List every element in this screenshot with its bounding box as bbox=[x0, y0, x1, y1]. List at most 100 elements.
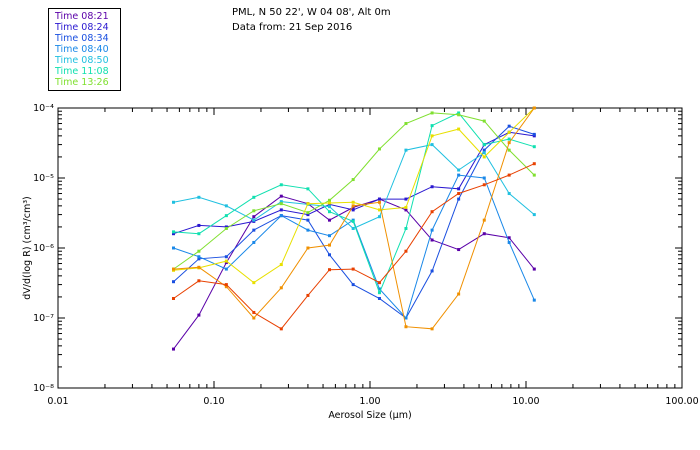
data-point bbox=[507, 148, 511, 152]
series bbox=[171, 194, 536, 351]
chart-header: PML, N 50 22', W 04 08', Alt 0m Data fro… bbox=[232, 5, 391, 35]
data-point bbox=[430, 269, 434, 273]
x-tick-label: 100.00 bbox=[665, 396, 698, 407]
data-point bbox=[327, 268, 331, 272]
data-point bbox=[224, 259, 228, 263]
data-point bbox=[279, 202, 283, 206]
data-point bbox=[457, 248, 461, 252]
data-point bbox=[306, 228, 310, 232]
data-point bbox=[404, 325, 408, 329]
data-point bbox=[377, 296, 381, 300]
data-point bbox=[306, 293, 310, 297]
data-point bbox=[252, 228, 256, 232]
y-tick-label: 10⁻⁸ bbox=[33, 383, 54, 394]
data-point bbox=[532, 162, 536, 166]
data-point bbox=[507, 137, 511, 141]
data-point bbox=[306, 246, 310, 250]
data-point bbox=[171, 296, 175, 300]
data-point bbox=[252, 316, 256, 320]
series-line bbox=[173, 112, 535, 270]
data-point bbox=[306, 213, 310, 217]
data-point bbox=[507, 240, 511, 244]
x-axis-label: Aerosol Size (μm) bbox=[328, 410, 411, 421]
series bbox=[171, 111, 536, 271]
data-point bbox=[482, 119, 486, 123]
data-point bbox=[279, 208, 283, 212]
data-point bbox=[482, 143, 486, 147]
data-point bbox=[430, 111, 434, 115]
data-point bbox=[197, 313, 201, 317]
data-point bbox=[327, 198, 331, 202]
data-point bbox=[351, 283, 355, 287]
legend-entry: Time 13:26 bbox=[55, 77, 109, 88]
data-point bbox=[279, 200, 283, 204]
data-point bbox=[404, 197, 408, 201]
data-point bbox=[507, 236, 511, 240]
data-point bbox=[457, 168, 461, 172]
data-point bbox=[457, 192, 461, 196]
data-point bbox=[507, 130, 511, 134]
series-line bbox=[173, 163, 535, 330]
series-layer bbox=[171, 106, 536, 351]
data-point bbox=[279, 183, 283, 187]
data-point bbox=[224, 204, 228, 208]
series-line bbox=[173, 131, 535, 235]
data-point bbox=[197, 223, 201, 227]
legend-entry: Time 08:34 bbox=[55, 33, 109, 44]
data-point bbox=[457, 127, 461, 131]
data-point bbox=[377, 281, 381, 285]
legend-entry: Time 08:24 bbox=[55, 22, 109, 33]
data-point bbox=[404, 316, 408, 320]
y-tick-label: 10⁻⁷ bbox=[33, 313, 54, 324]
data-point bbox=[252, 240, 256, 244]
y-tick-label: 10⁻⁵ bbox=[33, 173, 54, 184]
x-tick-label: 1.00 bbox=[359, 396, 380, 407]
data-point bbox=[482, 232, 486, 236]
data-point bbox=[197, 195, 201, 199]
data-point bbox=[197, 265, 201, 269]
data-point bbox=[351, 204, 355, 208]
data-point bbox=[430, 228, 434, 232]
data-point bbox=[430, 185, 434, 189]
x-tick-label: 10.00 bbox=[512, 396, 539, 407]
series-line bbox=[173, 107, 535, 330]
data-point bbox=[224, 283, 228, 287]
data-point bbox=[306, 202, 310, 206]
data-point bbox=[532, 132, 536, 136]
data-point bbox=[171, 267, 175, 271]
data-point bbox=[351, 267, 355, 271]
data-point bbox=[351, 208, 355, 212]
data-point bbox=[327, 243, 331, 247]
data-point bbox=[252, 218, 256, 222]
data-point bbox=[224, 285, 228, 289]
data-point bbox=[457, 292, 461, 296]
data-point bbox=[404, 205, 408, 209]
data-point bbox=[197, 232, 201, 236]
station-info: PML, N 50 22', W 04 08', Alt 0m bbox=[232, 7, 391, 18]
data-point bbox=[351, 226, 355, 230]
data-point bbox=[377, 291, 381, 295]
data-point bbox=[327, 234, 331, 238]
data-point bbox=[197, 279, 201, 283]
series bbox=[171, 106, 536, 331]
data-point bbox=[457, 187, 461, 191]
data-point bbox=[252, 195, 256, 199]
data-point bbox=[457, 197, 461, 201]
data-point bbox=[279, 327, 283, 331]
data-point bbox=[351, 205, 355, 209]
data-point bbox=[377, 287, 381, 291]
data-point bbox=[430, 124, 434, 128]
data-point bbox=[532, 145, 536, 149]
data-point bbox=[482, 183, 486, 187]
legend-entry: Time 08:40 bbox=[55, 44, 109, 55]
data-point bbox=[224, 225, 228, 229]
data-point bbox=[404, 249, 408, 253]
data-point bbox=[507, 141, 511, 145]
data-point bbox=[306, 187, 310, 191]
data-point bbox=[532, 213, 536, 217]
data-point bbox=[351, 200, 355, 204]
data-point bbox=[507, 124, 511, 128]
data-point bbox=[197, 249, 201, 253]
data-point bbox=[482, 148, 486, 152]
data-point bbox=[279, 263, 283, 267]
